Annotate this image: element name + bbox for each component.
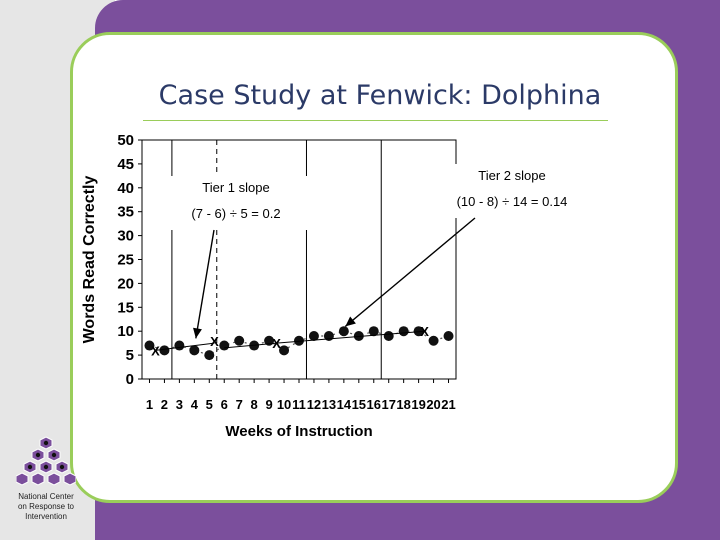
x-tick-label: 19 xyxy=(411,397,425,412)
data-point xyxy=(398,326,409,337)
data-point xyxy=(353,330,364,341)
data-point xyxy=(279,345,290,356)
x-tick-label: 14 xyxy=(337,397,352,412)
title-rule xyxy=(143,120,608,121)
x-tick-label: 13 xyxy=(322,397,336,412)
data-point xyxy=(204,350,215,361)
x-tick-label: 3 xyxy=(176,397,183,412)
y-tick-label: 40 xyxy=(117,180,134,197)
trend-line xyxy=(155,342,215,351)
y-tick-label: 25 xyxy=(117,252,134,269)
annotation-arrow xyxy=(344,217,476,327)
y-axis-label: Words Read Correctly xyxy=(81,176,98,344)
y-tick-label: 30 xyxy=(117,228,134,245)
slide-title: Case Study at Fenwick: Dolphina xyxy=(158,80,602,111)
data-point xyxy=(308,330,319,341)
x-tick-label: 21 xyxy=(441,397,455,412)
x-marker: X xyxy=(151,343,160,358)
y-tick-label: 50 xyxy=(117,132,134,149)
slide-card xyxy=(70,32,678,503)
y-tick-label: 5 xyxy=(126,347,134,364)
x-tick-label: 20 xyxy=(426,397,440,412)
x-tick-label: 11 xyxy=(292,397,306,412)
y-tick-label: 15 xyxy=(117,299,134,316)
ncrti-logo: National Center on Response to Intervent… xyxy=(8,435,84,522)
arrowhead xyxy=(345,316,356,327)
data-point xyxy=(234,335,245,346)
annotation-box xyxy=(156,176,316,230)
x-tick-label: 18 xyxy=(396,397,410,412)
x-axis-label: Weeks of Instruction xyxy=(225,423,372,440)
trend-line xyxy=(224,342,277,349)
annotation-formula: (7 - 6) ÷ 5 = 0.2 xyxy=(191,206,280,221)
logo-text-line: Intervention xyxy=(25,512,67,521)
x-tick-label: 4 xyxy=(191,397,199,412)
x-tick-label: 12 xyxy=(307,397,321,412)
data-point xyxy=(159,345,170,356)
y-tick-label: 10 xyxy=(117,323,134,340)
logo-text-line: National Center xyxy=(18,492,74,501)
data-point xyxy=(174,340,185,351)
data-point xyxy=(189,345,200,356)
x-tick-label: 15 xyxy=(352,397,366,412)
x-marker: X xyxy=(420,324,429,339)
x-tick-label: 5 xyxy=(206,397,213,412)
x-tick-label: 6 xyxy=(221,397,228,412)
x-marker: X xyxy=(272,336,281,351)
annotation-title: Tier 2 slope xyxy=(478,168,545,183)
data-point xyxy=(368,326,379,337)
data-point xyxy=(144,340,155,351)
y-tick-label: 45 xyxy=(117,156,134,173)
x-tick-label: 17 xyxy=(381,397,395,412)
annotation-formula: (10 - 8) ÷ 14 = 0.14 xyxy=(457,194,568,209)
x-tick-label: 1 xyxy=(146,397,153,412)
annotation-arrow xyxy=(195,229,215,339)
data-point xyxy=(443,330,454,341)
data-point xyxy=(219,340,230,351)
x-tick-label: 2 xyxy=(161,397,168,412)
data-point xyxy=(338,326,349,337)
x-tick-label: 9 xyxy=(265,397,272,412)
annotation-box xyxy=(427,164,597,218)
y-tick-label: 35 xyxy=(117,204,134,221)
data-point xyxy=(383,330,394,341)
y-tick-label: 0 xyxy=(126,371,134,388)
data-point xyxy=(428,335,439,346)
x-marker: X xyxy=(210,334,219,349)
cube-pyramid-icon xyxy=(15,436,77,486)
y-tick-label: 20 xyxy=(117,275,134,292)
annotation-title: Tier 1 slope xyxy=(202,180,269,195)
x-tick-label: 7 xyxy=(236,397,243,412)
trend-line xyxy=(276,330,425,344)
data-point xyxy=(294,335,304,346)
logo-text-line: on Response to xyxy=(17,502,75,511)
x-tick-label: 10 xyxy=(277,397,291,412)
arrowhead xyxy=(193,327,202,339)
x-tick-label: 16 xyxy=(367,397,381,412)
x-tick-label: 8 xyxy=(251,397,258,412)
